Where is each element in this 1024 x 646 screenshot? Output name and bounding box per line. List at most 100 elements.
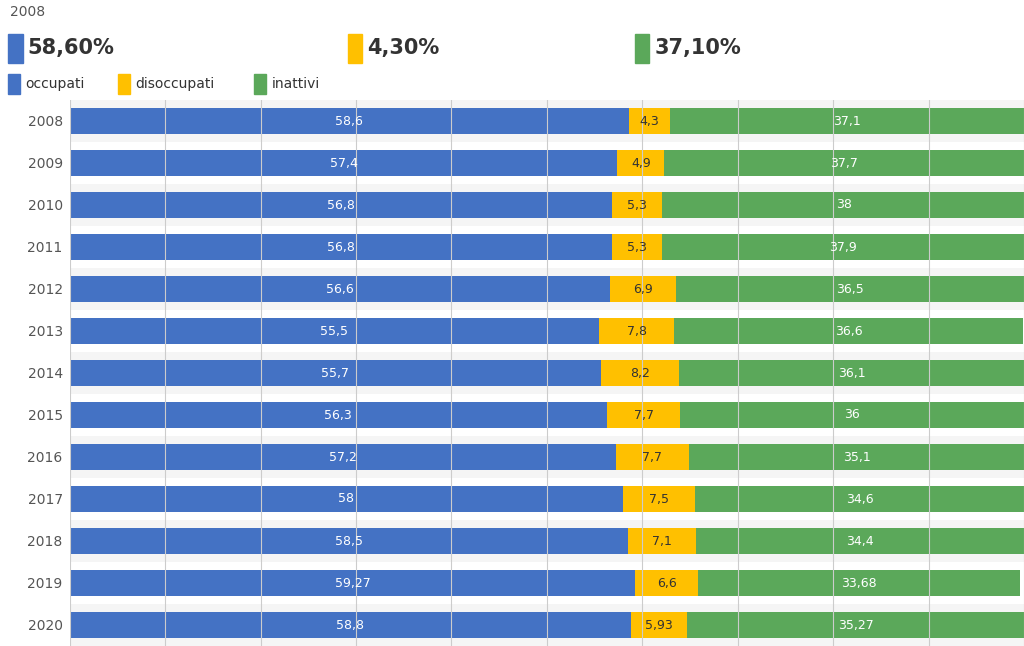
Text: 36,5: 36,5 — [836, 282, 863, 295]
Text: 58,60%: 58,60% — [28, 38, 115, 58]
Text: 4,9: 4,9 — [631, 156, 650, 169]
Text: 59,27: 59,27 — [335, 576, 371, 590]
Text: 6,9: 6,9 — [633, 282, 652, 295]
Text: 57,4: 57,4 — [330, 156, 357, 169]
Text: 55,7: 55,7 — [322, 366, 349, 379]
Bar — [628, 528, 695, 554]
Text: 58,8: 58,8 — [336, 618, 365, 632]
Text: 37,7: 37,7 — [830, 156, 858, 169]
Bar — [617, 151, 665, 176]
Text: 34,6: 34,6 — [846, 492, 873, 506]
Bar — [70, 184, 1024, 226]
Bar — [611, 234, 663, 260]
Bar — [348, 34, 362, 63]
Bar — [70, 360, 601, 386]
Text: 36,1: 36,1 — [838, 366, 865, 379]
Bar — [254, 74, 266, 94]
Bar — [607, 402, 680, 428]
Text: 7,8: 7,8 — [627, 324, 646, 337]
Bar — [663, 234, 1024, 260]
Bar — [70, 520, 1024, 562]
Text: 5,93: 5,93 — [645, 618, 673, 632]
Text: 36,6: 36,6 — [835, 324, 862, 337]
Bar — [70, 276, 610, 302]
Bar — [665, 151, 1024, 176]
Bar — [70, 268, 1024, 310]
Bar — [695, 528, 1024, 554]
Bar — [70, 402, 607, 428]
Bar — [680, 402, 1024, 428]
Bar — [70, 142, 1024, 184]
Text: 56,8: 56,8 — [327, 198, 354, 211]
Bar — [599, 318, 674, 344]
Bar — [601, 360, 680, 386]
Text: 8,2: 8,2 — [631, 366, 650, 379]
Bar — [687, 612, 1024, 638]
Text: 33,68: 33,68 — [841, 576, 877, 590]
Bar — [8, 74, 20, 94]
Bar — [70, 352, 1024, 394]
Text: 34,4: 34,4 — [846, 534, 873, 548]
Text: 7,5: 7,5 — [649, 492, 669, 506]
Bar — [615, 444, 689, 470]
Text: 58,6: 58,6 — [335, 114, 364, 127]
Bar — [689, 444, 1024, 470]
Text: 35,1: 35,1 — [843, 450, 870, 463]
Text: inattivi: inattivi — [271, 77, 319, 91]
Bar — [611, 193, 663, 218]
Bar — [670, 109, 1024, 134]
Text: 7,1: 7,1 — [652, 534, 672, 548]
Bar — [70, 570, 635, 596]
Bar — [118, 74, 130, 94]
Text: 37,1: 37,1 — [834, 114, 861, 127]
Bar — [70, 151, 617, 176]
Bar — [70, 436, 1024, 478]
Text: 2008: 2008 — [10, 5, 45, 19]
Bar — [70, 478, 1024, 520]
Bar — [70, 486, 624, 512]
Text: 37,10%: 37,10% — [654, 38, 741, 58]
Bar — [70, 394, 1024, 436]
Bar — [680, 360, 1024, 386]
Text: 58: 58 — [338, 492, 354, 506]
Bar — [635, 570, 698, 596]
Bar — [694, 486, 1024, 512]
Bar — [676, 276, 1024, 302]
Text: 5,3: 5,3 — [627, 198, 647, 211]
Text: 4,3: 4,3 — [640, 114, 659, 127]
Bar — [70, 612, 631, 638]
Text: 36: 36 — [845, 408, 860, 421]
Bar — [674, 318, 1023, 344]
Bar — [70, 528, 628, 554]
Bar — [635, 34, 649, 63]
Text: 56,6: 56,6 — [326, 282, 353, 295]
Text: disoccupati: disoccupati — [135, 77, 214, 91]
Text: 56,3: 56,3 — [325, 408, 352, 421]
Bar — [70, 234, 611, 260]
Bar — [70, 226, 1024, 268]
Text: 5,3: 5,3 — [627, 240, 647, 253]
Bar — [631, 612, 687, 638]
Bar — [8, 34, 23, 63]
Bar — [629, 109, 670, 134]
Text: 35,27: 35,27 — [838, 618, 873, 632]
Bar — [70, 318, 599, 344]
Text: 37,9: 37,9 — [829, 240, 857, 253]
Text: 4,30%: 4,30% — [368, 38, 440, 58]
Bar — [624, 486, 694, 512]
Text: 6,6: 6,6 — [657, 576, 677, 590]
Text: 7,7: 7,7 — [634, 408, 653, 421]
Text: 7,7: 7,7 — [642, 450, 663, 463]
Bar — [70, 310, 1024, 352]
Text: 55,5: 55,5 — [321, 324, 348, 337]
Text: 56,8: 56,8 — [327, 240, 354, 253]
Bar — [70, 444, 615, 470]
Text: 58,5: 58,5 — [335, 534, 362, 548]
Text: 38: 38 — [836, 198, 852, 211]
Bar — [698, 570, 1020, 596]
Bar — [70, 100, 1024, 142]
Bar — [610, 276, 676, 302]
Bar — [663, 193, 1024, 218]
Text: occupati: occupati — [26, 77, 85, 91]
Bar — [70, 109, 629, 134]
